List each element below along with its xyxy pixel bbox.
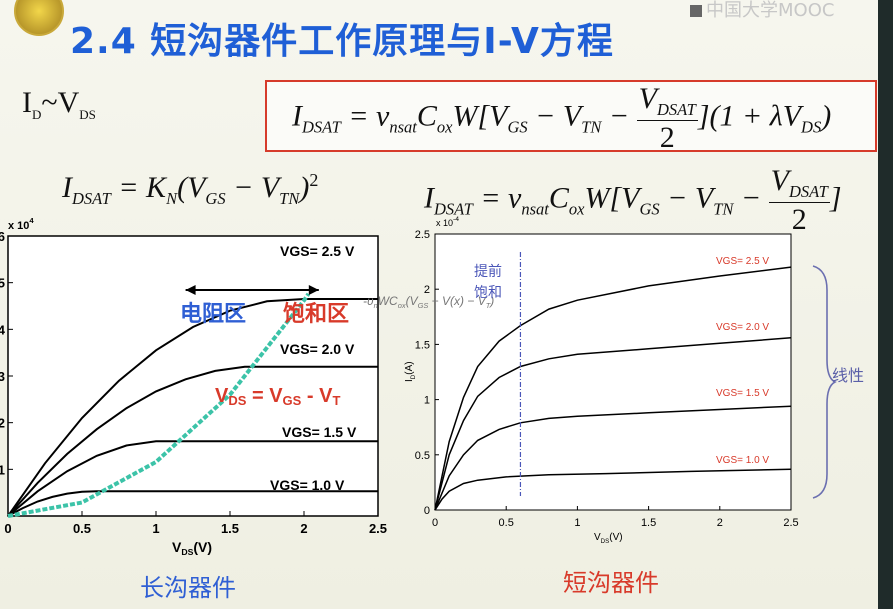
y-tick-label: 2 [424, 284, 430, 296]
y-tick-label: 2 [0, 416, 5, 431]
x-axis-label: VDS(V) [594, 532, 623, 545]
y-tick-label: 1 [0, 462, 5, 477]
x-tick-label: 2.5 [369, 521, 387, 536]
short-channel-chart: 0 0.5 1 1.5 2 2.5 0 0.5 1 1.5 2 2.5 x 10-4 VDS(V) ID(A… [363, 216, 837, 545]
linear-brace [812, 265, 837, 499]
y-exponent-label: x 10-4 [436, 216, 459, 228]
highlighted-formula-box [265, 80, 877, 152]
short-channel-equation: IDSAT = νnsatCoxW[VGS − VTN − VDSAT 2] [424, 164, 842, 236]
saturation-boundary [7, 292, 311, 518]
series-label: VGS= 2.0 V [280, 341, 355, 357]
x-tick-label: 0.5 [499, 517, 514, 529]
watermark-text: 中国大学MOOC [706, 0, 835, 21]
x-axis-label: VDS(V) [172, 539, 212, 557]
faint-formula: -υnWCox(VGS − V(x) − VT) [363, 294, 494, 310]
y-tick-label: 1.5 [415, 339, 430, 351]
y-tick-label: 4 [0, 322, 6, 337]
series-line [7, 298, 378, 517]
mooc-watermark: 中国大学MOOC [690, 0, 870, 22]
series-label: VGS= 2.0 V [716, 322, 769, 333]
x-tick-label: 2 [300, 521, 307, 536]
boundary-equation: VDS = VGS - VT [215, 385, 340, 408]
series-label: VGS= 1.5 V [282, 424, 357, 440]
series-label: VGS= 1.0 V [716, 455, 769, 466]
y-tick-label: 3 [0, 369, 5, 384]
arrow-head-left [185, 285, 196, 295]
x-tick-label: 1 [152, 521, 159, 536]
x-tick-label: 0.5 [73, 521, 91, 536]
x-tick-label: 0 [432, 517, 438, 529]
linear-label: 线性 [832, 366, 865, 385]
long-channel-chart: 0 0.5 1 1.5 2 2.5 1 2 3 4 5 6x 104 VDS(V) VGS= 1.0 V V… [0, 216, 387, 557]
equation-fraction: VDSAT 2 [768, 164, 830, 236]
plot-area [434, 233, 792, 511]
y-tick-label: 5 [0, 276, 5, 291]
university-logo [14, 0, 64, 36]
y-tick-label: 0 [424, 505, 430, 517]
highlighted-formula: IDSAT = νnsatCoxW[VGS − VTN − VDSAT 2](1 … [292, 82, 832, 154]
y-tick-label: 0.5 [415, 450, 430, 462]
series-label: VGS= 2.5 V [280, 243, 355, 259]
saturation-region-label: 饱和区 [283, 301, 349, 326]
x-tick-label: 0 [4, 521, 11, 536]
y-tick-label: 2.5 [415, 229, 430, 241]
x-tick-label: 1.5 [221, 521, 239, 536]
slide-edge [878, 0, 893, 609]
series-line [7, 490, 378, 517]
x-tick-label: 2.5 [783, 517, 798, 529]
long-channel-caption: 长沟器件 [140, 574, 236, 602]
short-channel-caption: 短沟器件 [563, 569, 659, 597]
series-line [7, 365, 378, 517]
long-channel-equation: IDSAT = KN(VGS − VTN)2 [62, 170, 319, 208]
y-exponent-label: x 104 [8, 216, 34, 232]
series-line [434, 468, 792, 511]
slide-title: 2.4 短沟器件工作原理与I-V方程 [70, 21, 614, 62]
x-tick-label: 1 [574, 517, 580, 529]
early-saturation-label: 提前 [474, 263, 502, 279]
y-axis-label: ID(A) [404, 361, 417, 382]
y-tick-label: 6 [0, 229, 5, 244]
resistive-region-label: 电阻区 [180, 301, 246, 326]
arrow-head-right [308, 285, 319, 295]
id-vds-heading: ID~VDS [22, 86, 96, 122]
y-tick-label: 1 [424, 395, 430, 407]
x-tick-label: 2 [717, 517, 723, 529]
series-label: VGS= 2.5 V [716, 256, 769, 267]
early-saturation-label: 饱和 [474, 284, 502, 300]
formula-fraction: VDSAT 2 [636, 82, 698, 154]
series-label: VGS= 1.5 V [716, 388, 769, 399]
watermark-icon [690, 5, 702, 17]
series-label: VGS= 1.0 V [270, 477, 345, 493]
x-tick-label: 1.5 [641, 517, 656, 529]
